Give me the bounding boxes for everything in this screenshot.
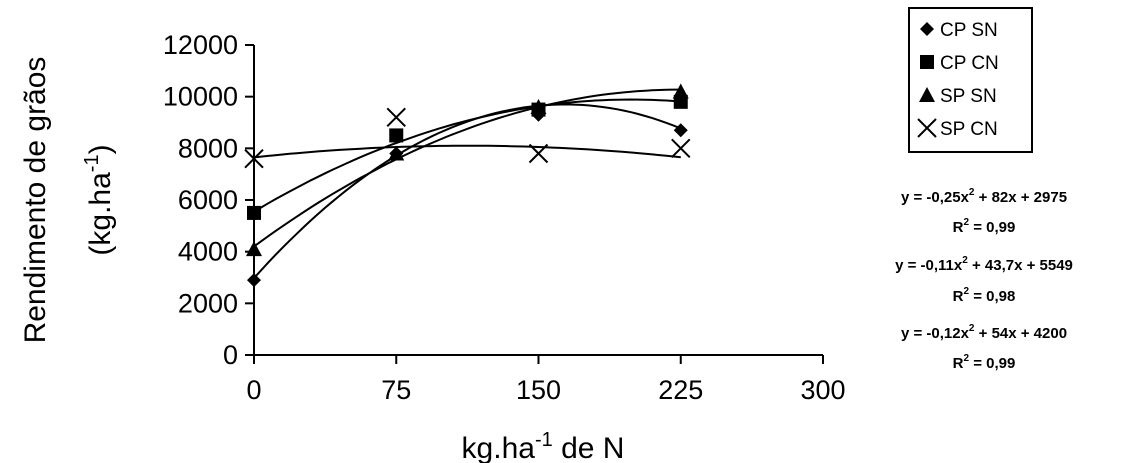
fit-curve-1	[253, 103, 682, 279]
point-series-4	[244, 148, 264, 169]
point-series-4	[528, 143, 549, 164]
legend-box	[908, 7, 1033, 153]
point-series-3	[246, 241, 262, 257]
legend-label-4: SP CN	[940, 119, 998, 140]
equation-2: y = -0,11x2 + 43,7x + 5549	[895, 255, 1073, 274]
point-series-1	[673, 123, 688, 138]
y-axis-title-line1: Rendimento de grãos	[19, 57, 52, 344]
y-tick-label: 10000	[163, 82, 238, 112]
fit-curve-3	[253, 88, 681, 248]
legend-marker-3	[919, 87, 935, 102]
fit-curve-4	[253, 144, 681, 159]
point-series-4	[386, 107, 406, 128]
y-tick-label: 4000	[178, 237, 238, 267]
point-series-2	[389, 128, 404, 143]
legend-marker-1	[920, 22, 934, 36]
legend: CP SN CP CN SP SN SP CN	[908, 7, 1033, 153]
r2-3: R2 = 0,99	[952, 353, 1016, 372]
r2-2: R2 = 0,98	[952, 286, 1016, 305]
fit-curve-2	[253, 98, 681, 213]
legend-label-1: CP SN	[940, 20, 998, 41]
r2-1: R2 = 0,99	[952, 217, 1016, 236]
point-series-2	[247, 205, 261, 220]
point-series-1	[247, 273, 261, 288]
legend-label-2: CP CN	[940, 53, 999, 74]
x-axis-title: kg.ha-1 de N	[462, 429, 625, 463]
point-series-4	[671, 138, 691, 159]
data-points	[244, 83, 691, 288]
y-ticks: 0 2000 4000 6000 8000 10000 12000	[163, 30, 254, 370]
legend-label-3: SP SN	[940, 86, 997, 107]
equation-1: y = -0,25x2 + 82x + 2975	[900, 187, 1068, 206]
x-tick-label: 225	[658, 375, 703, 405]
point-series-3	[388, 145, 405, 161]
x-tick-label: 0	[246, 375, 261, 405]
x-ticks: 0 75 150 225 300	[246, 355, 846, 405]
point-series-3	[672, 83, 689, 99]
y-axis-title-line2: (kg.ha-1)	[81, 144, 117, 255]
fit-curves	[253, 88, 682, 279]
x-tick-label: 300	[800, 375, 845, 405]
x-tick-label: 75	[381, 375, 411, 405]
equation-3: y = -0,12x2 + 54x + 4200	[900, 323, 1068, 342]
point-series-3	[530, 99, 547, 114]
y-tick-label: 6000	[178, 185, 238, 215]
y-tick-label: 2000	[178, 288, 238, 318]
y-tick-label: 0	[223, 340, 238, 370]
legend-marker-2	[920, 55, 934, 69]
legend-marker-4	[917, 118, 937, 138]
y-tick-label: 8000	[178, 133, 238, 163]
x-tick-label: 150	[516, 375, 561, 405]
y-tick-label: 12000	[163, 30, 238, 60]
